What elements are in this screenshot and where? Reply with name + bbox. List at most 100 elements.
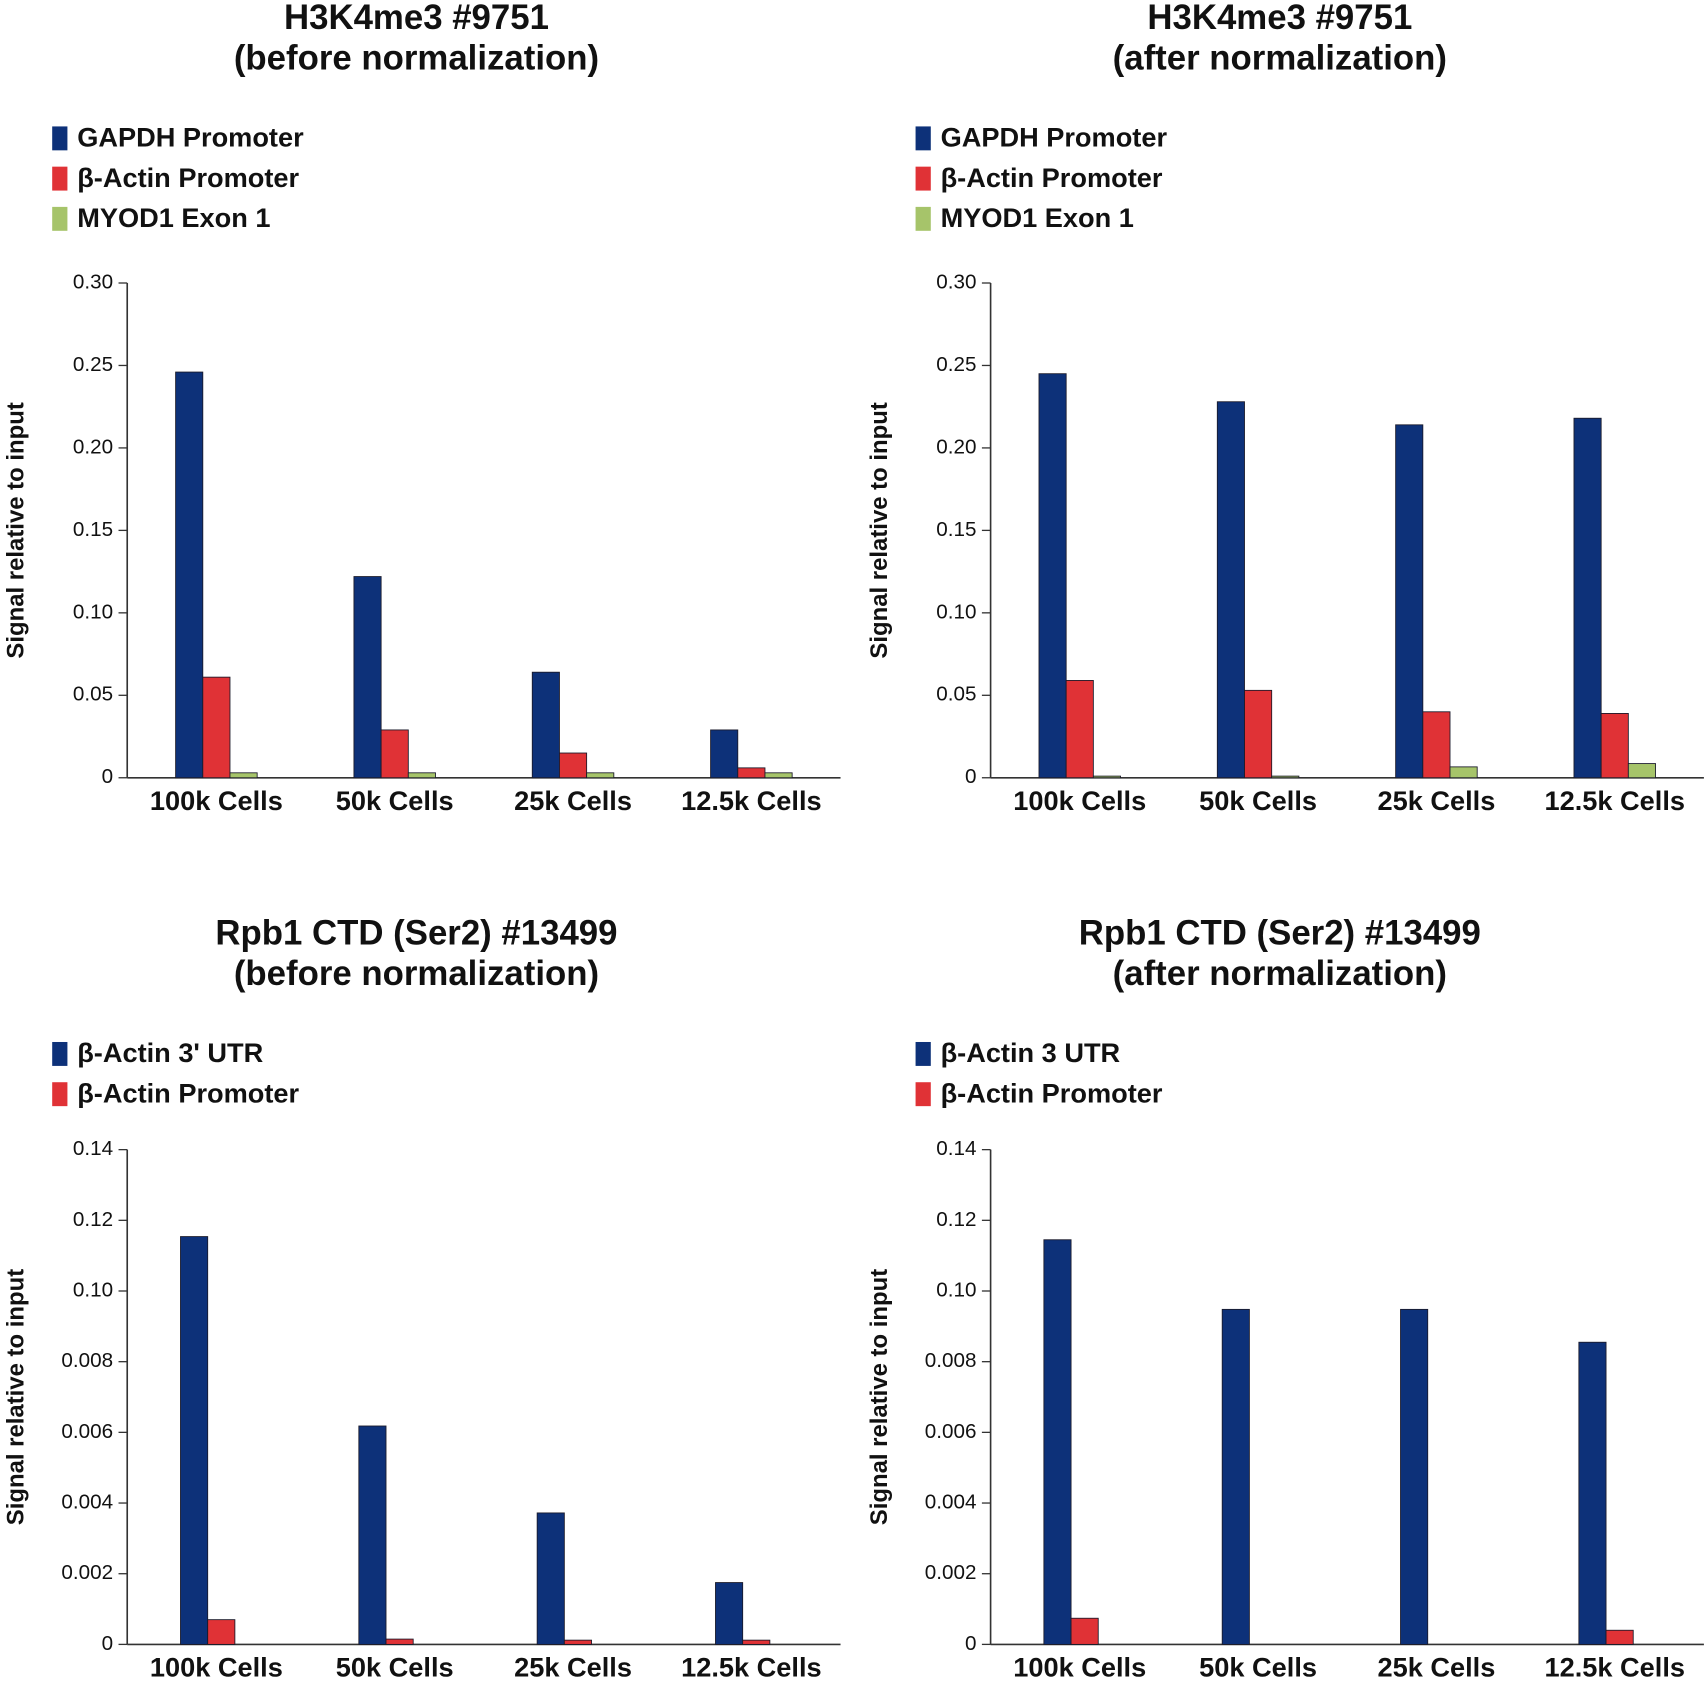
bar bbox=[1070, 1617, 1099, 1645]
x-tick-label: 12.5k Cells bbox=[1544, 1652, 1685, 1683]
chart-title: H3K4me3 #9751 bbox=[284, 0, 549, 37]
bar bbox=[358, 1425, 387, 1645]
y-tick-label: 0.12 bbox=[73, 1208, 113, 1231]
chart-title: Rpb1 CTD (Ser2) #13499 bbox=[215, 915, 617, 953]
bar bbox=[586, 772, 615, 779]
bar bbox=[764, 772, 793, 779]
y-tick-label: 0.25 bbox=[936, 353, 976, 376]
y-tick-label: 0.15 bbox=[936, 518, 976, 541]
legend-label: GAPDH Promoter bbox=[941, 122, 1168, 153]
bar bbox=[1573, 417, 1602, 779]
bar bbox=[742, 1639, 771, 1645]
chart-subtitle: (before normalization) bbox=[234, 955, 599, 993]
y-tick-label: 0.05 bbox=[73, 683, 113, 706]
y-tick-label: 0.006 bbox=[925, 1420, 977, 1443]
bar bbox=[380, 729, 409, 779]
y-tick-label: 0.20 bbox=[936, 435, 976, 458]
y-tick-label: 0.20 bbox=[73, 435, 113, 458]
bar bbox=[536, 1512, 565, 1645]
bar bbox=[1271, 775, 1300, 779]
x-tick-label: 50k Cells bbox=[336, 1652, 454, 1683]
bar bbox=[1627, 763, 1656, 779]
legend-swatch bbox=[915, 126, 931, 151]
y-tick-label: 0.004 bbox=[925, 1490, 977, 1513]
bar bbox=[531, 671, 560, 779]
bar bbox=[1578, 1341, 1607, 1645]
y-tick-label: 0.002 bbox=[925, 1561, 977, 1584]
legend-swatch bbox=[52, 166, 68, 191]
y-tick-label: 0.15 bbox=[73, 518, 113, 541]
bar bbox=[1221, 1308, 1250, 1645]
y-tick-label: 0.10 bbox=[73, 600, 113, 623]
bar bbox=[1043, 1239, 1072, 1645]
y-tick-label: 0.002 bbox=[61, 1561, 113, 1584]
y-tick-label: 0.006 bbox=[61, 1420, 113, 1443]
x-tick-label: 100k Cells bbox=[150, 785, 283, 816]
bar bbox=[207, 1619, 236, 1645]
x-tick-label: 25k Cells bbox=[1377, 1652, 1495, 1683]
bar bbox=[1092, 775, 1121, 779]
y-tick-label: 0.05 bbox=[936, 683, 976, 706]
y-tick-label: 0.004 bbox=[61, 1490, 113, 1513]
bar bbox=[1395, 424, 1424, 779]
legend-label: β-Actin 3' UTR bbox=[77, 1037, 263, 1068]
bar bbox=[1216, 401, 1245, 779]
chart-subtitle: (after normalization) bbox=[1113, 955, 1447, 993]
y-tick-label: 0.10 bbox=[936, 1278, 976, 1301]
bar bbox=[1244, 689, 1273, 779]
legend-label: β-Actin Promoter bbox=[941, 1077, 1163, 1108]
legend-swatch bbox=[915, 1082, 931, 1107]
bar bbox=[229, 772, 258, 779]
bar bbox=[385, 1638, 414, 1645]
bar bbox=[202, 676, 231, 779]
bar bbox=[1065, 680, 1094, 779]
y-tick-label: 0.008 bbox=[61, 1349, 113, 1372]
x-tick-label: 50k Cells bbox=[1199, 785, 1317, 816]
y-tick-label: 0.008 bbox=[925, 1349, 977, 1372]
y-tick-label: 0.10 bbox=[936, 600, 976, 623]
chart-title: Rpb1 CTD (Ser2) #13499 bbox=[1079, 915, 1481, 953]
chart-subtitle: (after normalization) bbox=[1113, 39, 1447, 77]
x-tick-label: 50k Cells bbox=[336, 785, 454, 816]
y-tick-label: 0.12 bbox=[936, 1208, 976, 1231]
bar bbox=[180, 1236, 209, 1645]
y-tick-label: 0 bbox=[102, 1632, 113, 1655]
bar bbox=[1449, 766, 1478, 779]
x-tick-label: 100k Cells bbox=[150, 1652, 283, 1683]
x-tick-label: 12.5k Cells bbox=[681, 785, 822, 816]
x-tick-label: 25k Cells bbox=[514, 1652, 632, 1683]
bar bbox=[1605, 1629, 1634, 1645]
legend-swatch bbox=[915, 1041, 931, 1066]
y-tick-label: 0 bbox=[102, 765, 113, 788]
y-tick-label: 0 bbox=[965, 765, 976, 788]
legend-swatch bbox=[52, 126, 68, 151]
x-tick-label: 100k Cells bbox=[1013, 1652, 1146, 1683]
legend-swatch bbox=[52, 206, 68, 231]
x-tick-label: 25k Cells bbox=[1377, 785, 1495, 816]
y-axis-label: Signal relative to input bbox=[3, 402, 30, 658]
legend-label: β-Actin 3 UTR bbox=[941, 1037, 1121, 1068]
bar bbox=[1038, 373, 1067, 779]
y-tick-label: 0.30 bbox=[936, 270, 976, 293]
bar bbox=[715, 1582, 744, 1645]
legend-label: β-Actin Promoter bbox=[77, 1077, 299, 1108]
y-axis-label: Signal relative to input bbox=[866, 402, 893, 658]
legend-label: MYOD1 Exon 1 bbox=[941, 202, 1134, 233]
x-tick-label: 12.5k Cells bbox=[1544, 785, 1685, 816]
bar bbox=[353, 576, 382, 779]
bar bbox=[563, 1639, 592, 1645]
x-tick-label: 25k Cells bbox=[514, 785, 632, 816]
y-tick-label: 0.25 bbox=[73, 353, 113, 376]
legend-label: GAPDH Promoter bbox=[77, 122, 304, 153]
bar bbox=[559, 752, 588, 779]
y-tick-label: 0.30 bbox=[73, 270, 113, 293]
legend-label: β-Actin Promoter bbox=[77, 162, 299, 193]
x-tick-label: 100k Cells bbox=[1013, 785, 1146, 816]
bar bbox=[1400, 1308, 1429, 1645]
bar bbox=[737, 767, 766, 779]
legend-label: β-Actin Promoter bbox=[941, 162, 1163, 193]
y-tick-label: 0 bbox=[965, 1632, 976, 1655]
chart-title: H3K4me3 #9751 bbox=[1147, 0, 1412, 37]
x-tick-label: 50k Cells bbox=[1199, 1652, 1317, 1683]
